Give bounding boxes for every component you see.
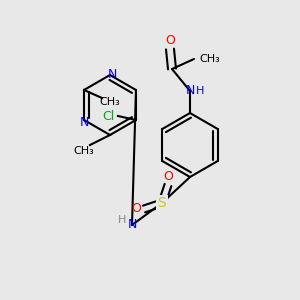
Text: N: N: [79, 116, 89, 128]
Text: H: H: [196, 86, 204, 96]
Text: O: O: [163, 170, 173, 184]
Text: CH₃: CH₃: [199, 54, 220, 64]
Text: N: N: [127, 218, 137, 232]
Text: Cl: Cl: [102, 110, 114, 122]
Text: N: N: [185, 85, 195, 98]
Text: CH₃: CH₃: [100, 97, 120, 107]
Text: H: H: [118, 215, 126, 225]
Text: CH₃: CH₃: [74, 146, 94, 156]
Text: O: O: [165, 34, 175, 47]
Text: S: S: [158, 196, 166, 210]
Text: O: O: [131, 202, 141, 215]
Text: N: N: [107, 68, 117, 82]
